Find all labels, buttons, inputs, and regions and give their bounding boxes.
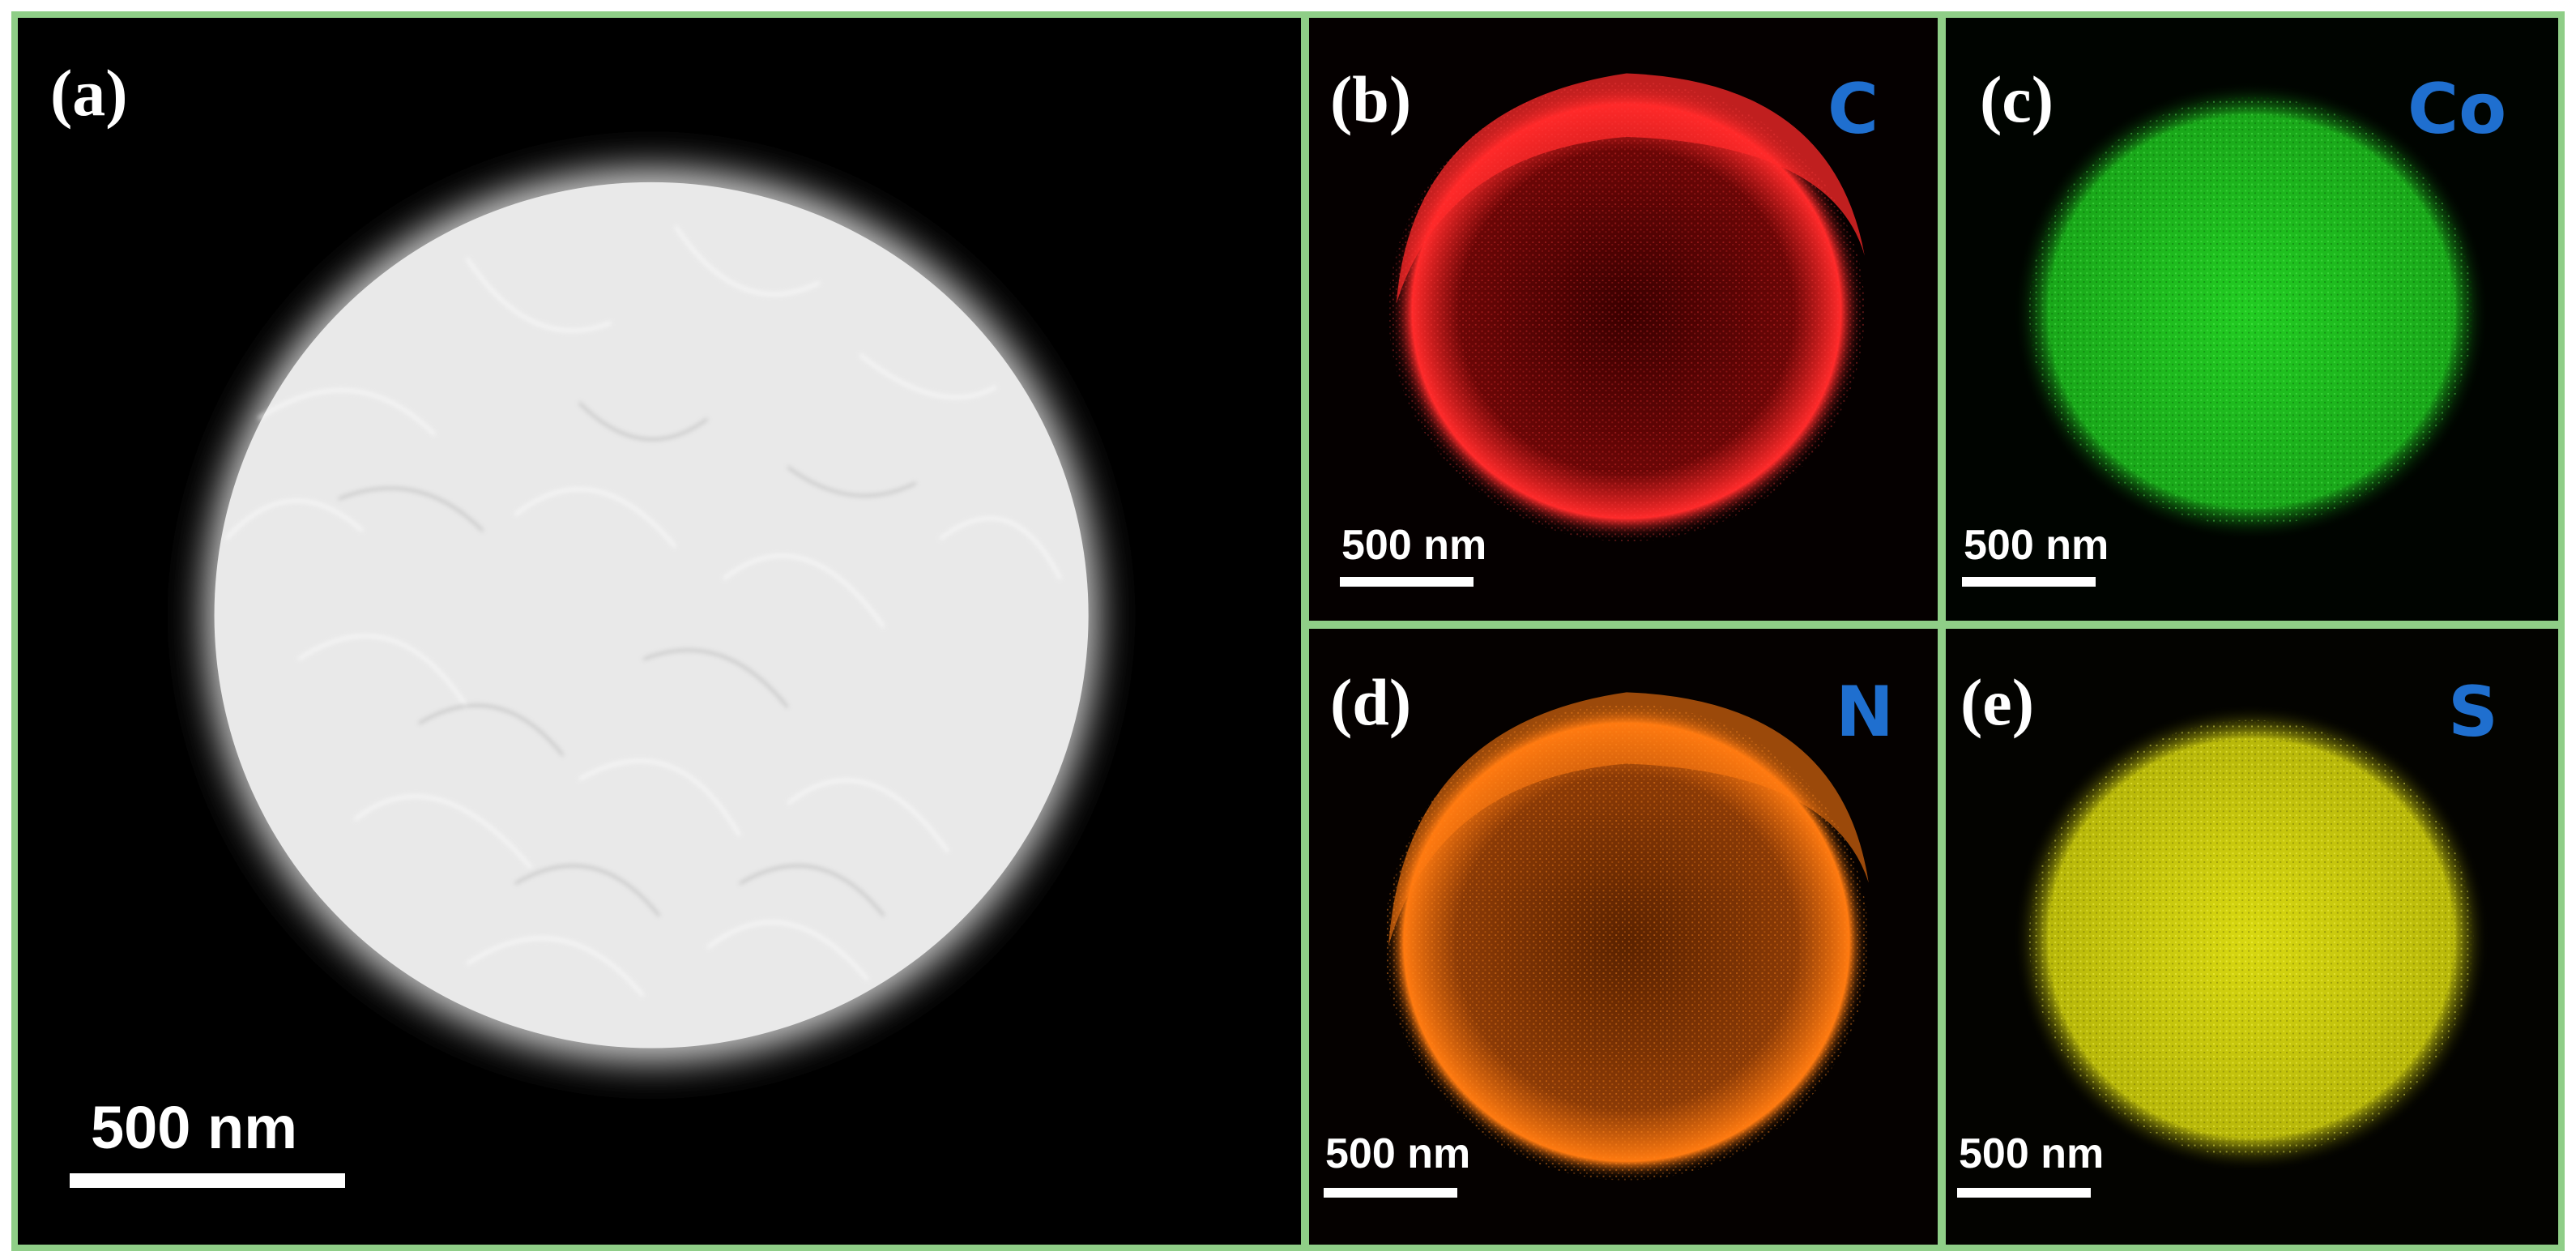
panel-label-c: (c) [1980, 62, 2054, 136]
scale-bar-a [70, 1173, 345, 1188]
element-label-co: Co [2408, 69, 2507, 150]
element-label-s: S [2448, 672, 2498, 753]
panel-b: (b) C 500 nm [1303, 11, 1944, 627]
scale-bar-label-c: 500 nm [1964, 522, 2109, 569]
scale-bar-label-a: 500 nm [91, 1094, 298, 1161]
scale-bar-b [1340, 577, 1474, 587]
scale-bar-d [1324, 1188, 1457, 1198]
panel-label-d: (d) [1330, 665, 1412, 739]
element-map-co [1946, 18, 2558, 621]
scale-bar-label-b: 500 nm [1341, 522, 1487, 569]
element-label-c: C [1828, 69, 1879, 150]
element-map-n [1309, 629, 1938, 1245]
panel-label-b: (b) [1330, 62, 1412, 136]
panel-e: (e) S 500 nm [1939, 622, 2565, 1251]
panel-d: (d) N 500 nm [1303, 622, 1944, 1251]
haadf-particle-image [18, 18, 1301, 1245]
scale-bar-label-e: 500 nm [1959, 1130, 2105, 1177]
panel-label-a: (a) [50, 56, 128, 130]
panel-a: (a) 500 nm [11, 11, 1307, 1251]
element-map-s [1946, 629, 2558, 1245]
scale-bar-e [1957, 1188, 2091, 1198]
panel-label-e: (e) [1960, 665, 2035, 739]
element-label-n: N [1836, 672, 1894, 753]
scale-bar-c [1962, 577, 2096, 587]
panel-c: (c) Co 500 nm [1939, 11, 2565, 627]
element-map-c [1309, 18, 1938, 621]
scale-bar-label-d: 500 nm [1325, 1130, 1471, 1177]
